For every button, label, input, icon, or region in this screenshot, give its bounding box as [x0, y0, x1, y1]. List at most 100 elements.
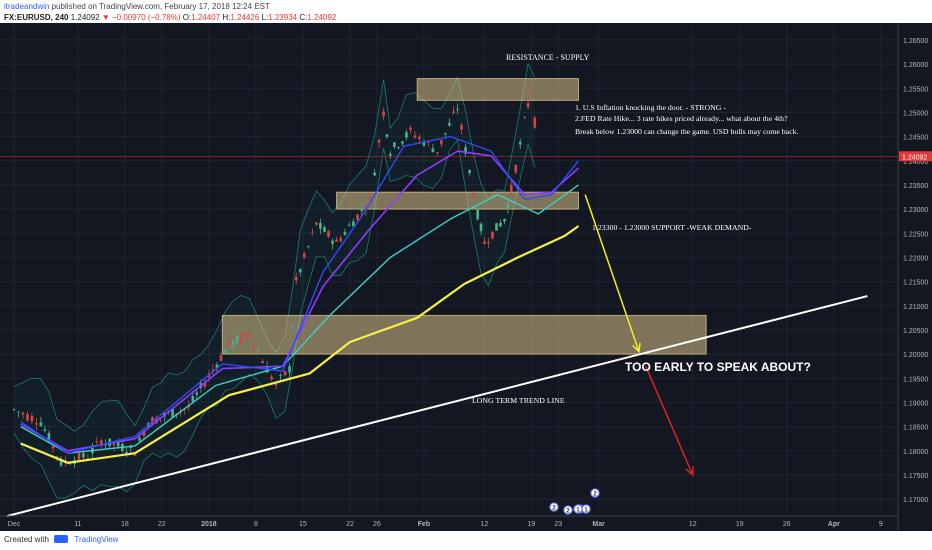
current-price: 1.24092	[70, 13, 100, 22]
y-tick-label: 1.23000	[903, 207, 928, 214]
event-marker[interactable]: 1	[581, 504, 591, 514]
candle-body	[356, 214, 359, 220]
candle-body	[191, 396, 195, 402]
candle-body	[499, 222, 502, 227]
candle-body	[335, 239, 338, 242]
event-marker[interactable]: 2	[590, 488, 600, 498]
candle-body	[339, 237, 343, 242]
x-tick-label: 9	[879, 521, 883, 528]
created-with-text: Created with	[4, 535, 49, 544]
candle-body	[343, 231, 347, 235]
candle-body	[393, 142, 396, 147]
candle-body	[491, 231, 494, 239]
candle-body	[360, 208, 364, 212]
x-tick-label: Feb	[418, 521, 430, 528]
event-marker-label: 2	[552, 506, 556, 512]
tradingview-brand[interactable]: TradingView	[74, 535, 119, 544]
candle-body	[368, 195, 372, 197]
tradingview-logo-icon[interactable]	[54, 535, 69, 543]
candle-body	[30, 415, 34, 422]
event-marker-label: 2	[566, 509, 570, 515]
x-tick-label: 23	[554, 521, 562, 528]
candle-body	[303, 253, 306, 258]
y-tick-label: 1.19000	[903, 400, 928, 407]
y-tick-label: 1.17500	[903, 473, 928, 480]
arrow-yellow-shaft	[584, 194, 640, 352]
moving-averages	[20, 135, 580, 464]
ma-yellow	[20, 225, 580, 464]
event-marker-circle	[549, 502, 559, 512]
x-tick-label: 15	[299, 521, 307, 528]
candle-body	[252, 345, 255, 349]
candle-body	[389, 153, 392, 156]
candle-body	[47, 433, 51, 442]
candle-body	[405, 132, 408, 138]
candle-body	[311, 231, 314, 233]
candle-body	[138, 437, 141, 441]
candle-body	[142, 431, 146, 437]
candle-body	[26, 414, 29, 421]
candle-body	[112, 443, 116, 446]
candle-body	[239, 335, 243, 343]
candle-body	[256, 351, 260, 353]
candle-body	[377, 140, 381, 143]
event-markers[interactable]: 221112	[549, 488, 600, 515]
price-change: ▼ −0.00970 (−0.78%)	[101, 13, 181, 22]
ohlc-high-label: H:	[222, 13, 231, 22]
x-tick-label: 12	[481, 521, 489, 528]
x-tick-label: Dec	[8, 521, 21, 528]
y-tick-label: 1.19500	[903, 376, 928, 383]
event-marker[interactable]: 2	[549, 502, 559, 512]
candle-body	[413, 135, 417, 138]
candle-body	[464, 146, 467, 154]
y-tick-label: 1.26000	[903, 62, 928, 69]
note-line-1: 1. U.S Inflation knocking the door. - ST…	[575, 103, 726, 112]
event-marker[interactable]: 2	[563, 505, 573, 515]
ma-blue	[20, 135, 580, 454]
lower-band	[13, 138, 536, 499]
x-tick-label: 12	[689, 521, 697, 528]
publish-info: itradeandwin published on TradingView.co…	[4, 2, 270, 11]
event-marker-label: 1	[584, 508, 588, 514]
candle-body	[436, 152, 439, 154]
candle-body	[86, 458, 90, 459]
y-tick-label: 1.24500	[903, 135, 928, 142]
candle-body	[231, 340, 235, 346]
candle-body	[291, 326, 295, 328]
symbol-info: FX:EURUSD, 240 1.24092 ▼ −0.00970 (−0.78…	[4, 13, 336, 22]
candle-body	[514, 165, 518, 173]
candle-body	[533, 117, 537, 128]
resistance-label: RESISTANCE - SUPPLY	[506, 53, 590, 62]
ma-cyan	[20, 184, 579, 454]
y-tick-label: 1.21000	[903, 304, 928, 311]
candle-body	[315, 222, 318, 225]
note-line-3: Break below 1.23000 can change the game.…	[575, 127, 798, 136]
candle-body	[385, 134, 389, 137]
price-chart[interactable]: RESISTANCE - SUPPLY 1. U.S Inflation knoc…	[0, 23, 932, 531]
candle-body	[227, 339, 231, 345]
x-tick-label: 19	[736, 521, 744, 528]
candle-body	[401, 141, 404, 144]
last-price-tag	[899, 151, 932, 162]
candle-body	[319, 222, 322, 229]
candle-body	[95, 441, 99, 443]
candle-body	[203, 382, 207, 387]
candle-body	[506, 203, 510, 210]
y-tick-label: 1.20500	[903, 328, 928, 335]
drawings	[0, 155, 898, 517]
candle-body	[526, 103, 530, 108]
candle-body	[151, 417, 154, 425]
y-tick-label: 1.21500	[903, 280, 928, 287]
y-tick-label: 1.20000	[903, 352, 928, 359]
event-marker[interactable]: 1	[573, 504, 583, 514]
candle-body	[397, 147, 400, 148]
arrow-red-head	[685, 465, 694, 477]
zones	[221, 78, 707, 355]
y-tick-label: 1.18000	[903, 449, 928, 456]
author-link[interactable]: itradeandwin	[4, 2, 50, 11]
candle-body	[21, 412, 25, 415]
annotations: RESISTANCE - SUPPLY 1. U.S Inflation knoc…	[472, 53, 811, 405]
candle-body	[82, 453, 85, 458]
event-marker-circle	[590, 488, 600, 498]
candle-body	[100, 440, 103, 447]
